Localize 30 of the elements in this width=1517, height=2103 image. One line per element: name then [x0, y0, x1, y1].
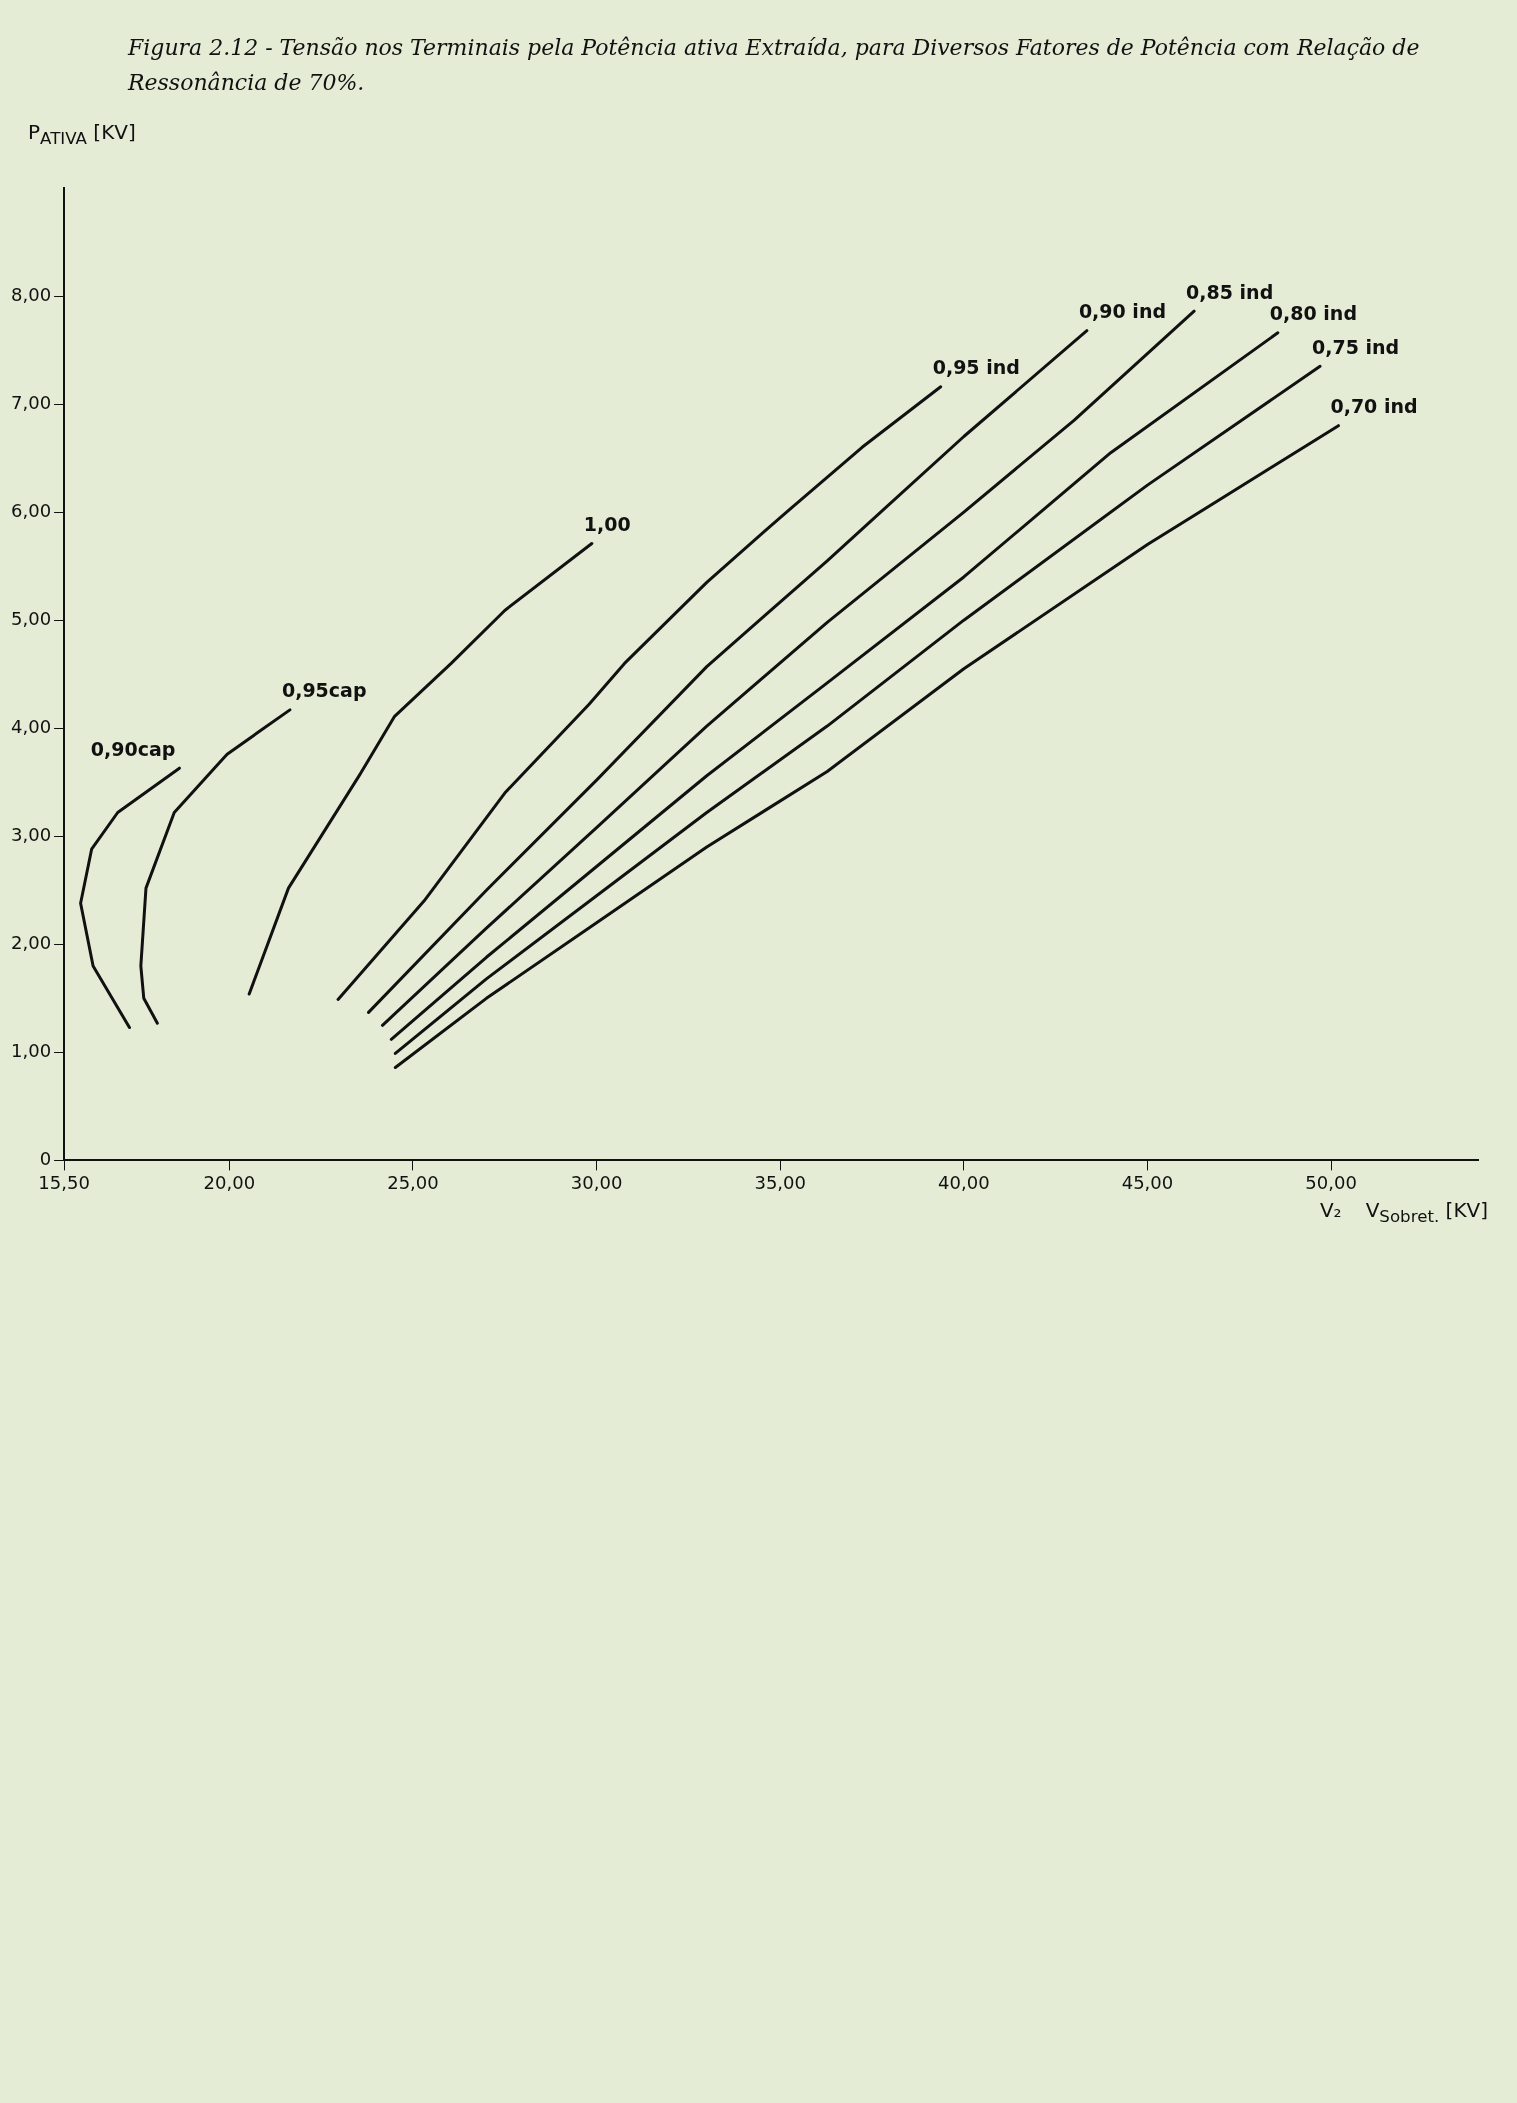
- series-label: 1,00: [583, 513, 631, 536]
- series-label: 0,90 ind: [1078, 300, 1167, 323]
- series-label: 0,75 ind: [1312, 336, 1400, 359]
- x-tick-label: 15,50: [38, 1172, 90, 1194]
- x-tick-label: 20,00: [203, 1172, 256, 1194]
- text: V₂: [1319, 1198, 1342, 1225]
- y-tick-label: 0: [39, 1148, 52, 1170]
- x-tick-label: 25,00: [387, 1172, 439, 1194]
- series-label: 0,80 ind: [1269, 302, 1357, 325]
- y-tick-label: 6,00: [11, 500, 52, 522]
- x-axis-title: V$_{Sobret.}$ [KV]: [1365, 1198, 1488, 1227]
- y-axis-title: P$_{ATIVA}$ [KV]: [28, 120, 137, 149]
- y-tick-label: 7,00: [11, 392, 52, 414]
- series-label: 0,95 ind: [932, 356, 1020, 379]
- x-tick-label: 45,00: [1121, 1172, 1174, 1194]
- series-label: 0,85 ind: [1186, 280, 1274, 303]
- chart-title: Figura 2.12 - Tensão nos Terminais pela Potência ativa Extraída, para Diversos Fatores de Potência com Relação de Ressonância de 70%.: [128, 34, 1421, 98]
- y-tick-label: 2,00: [11, 932, 52, 954]
- x-tick-label: 35,00: [754, 1172, 806, 1194]
- x-tick-label: 50,00: [1305, 1172, 1357, 1194]
- x-tick-label: 40,00: [938, 1172, 990, 1194]
- y-tick-label: 3,00: [11, 824, 52, 846]
- y-tick-label: 1,00: [11, 1040, 52, 1062]
- y-tick-label: 5,00: [11, 608, 52, 630]
- y-tick-label: 4,00: [11, 716, 52, 738]
- series-label: 0,95cap: [281, 679, 367, 702]
- y-tick-label: 8,00: [11, 284, 52, 306]
- x-tick-label: 30,00: [570, 1172, 623, 1194]
- series-label: 0,70 ind: [1330, 395, 1418, 418]
- series-label: 0,90cap: [90, 738, 176, 761]
